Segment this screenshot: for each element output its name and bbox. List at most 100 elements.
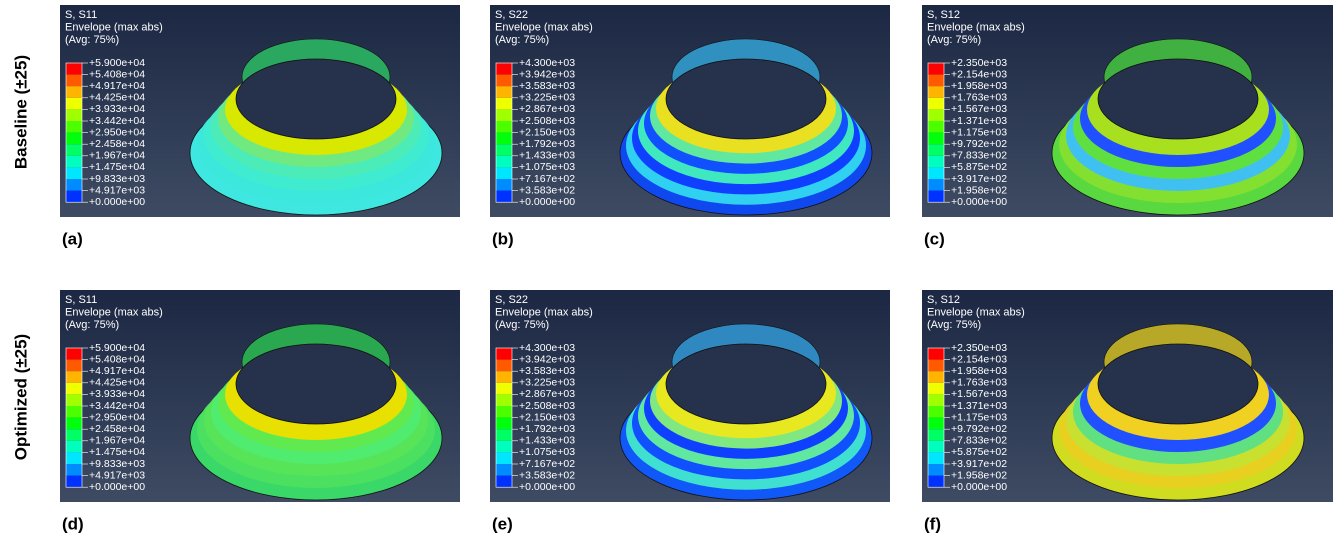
legend-label: +5.875e+02 [951, 161, 1007, 173]
panel-label: (e) [492, 514, 513, 533]
legend-band [496, 109, 512, 121]
legend-header: (Avg: 75%) [495, 319, 549, 331]
panel-label: (a) [62, 229, 83, 248]
legend-band [66, 348, 82, 360]
legend-label: +1.567e+03 [951, 388, 1007, 400]
legend-band [66, 97, 82, 110]
legend-label: +1.175e+03 [951, 411, 1007, 423]
legend-header: Envelope (max abs) [495, 306, 593, 318]
cone-hole [1097, 58, 1259, 140]
legend-label: +1.763e+03 [951, 92, 1007, 104]
legend-label: +2.950e+04 [89, 126, 145, 138]
legend-label: +3.583e+02 [519, 184, 575, 196]
legend-band [66, 371, 82, 383]
legend-label: +0.000e+00 [89, 481, 145, 493]
row-label: Baseline (±25) [11, 55, 30, 169]
legend-band [66, 132, 82, 145]
legend-label: +9.792e+02 [951, 423, 1007, 435]
legend-band [928, 371, 944, 383]
legend-band [66, 190, 82, 203]
legend-band [928, 179, 944, 191]
legend-band [928, 63, 944, 75]
legend-band [928, 440, 944, 453]
legend-label: +1.958e+03 [951, 80, 1007, 92]
legend-band [928, 144, 944, 156]
legend-header: (Avg: 75%) [927, 319, 981, 331]
legend-band [496, 144, 512, 156]
legend-band [496, 371, 512, 383]
panel-label: (b) [492, 229, 514, 248]
legend-label: +2.508e+03 [519, 115, 575, 127]
legend-header: Envelope (max abs) [65, 21, 163, 33]
legend-label: +2.150e+03 [519, 411, 575, 423]
legend-label: +2.350e+03 [951, 342, 1007, 354]
legend-band [66, 74, 82, 87]
legend-band [928, 394, 944, 406]
legend-label: +3.583e+03 [519, 80, 575, 92]
legend-band [66, 406, 82, 418]
legend-label: +4.917e+03 [89, 184, 145, 196]
legend-band [928, 132, 944, 145]
cone-hole [665, 343, 827, 425]
cone-hole [235, 343, 397, 425]
legend-band [66, 429, 82, 441]
legend-label: +9.833e+03 [89, 173, 145, 185]
legend-header: S, S12 [927, 294, 960, 306]
legend-band [928, 464, 944, 476]
legend-band [66, 109, 82, 121]
legend-band [496, 155, 512, 168]
legend-band [928, 382, 944, 395]
legend-label: +5.408e+04 [89, 68, 145, 80]
legend-header: S, S22 [495, 9, 528, 21]
legend-band [496, 417, 512, 430]
legend-band [66, 167, 82, 179]
legend-label: +9.833e+03 [89, 458, 145, 470]
legend-band [928, 74, 944, 87]
legend-band [66, 86, 82, 98]
legend-label: +1.792e+03 [519, 423, 575, 435]
legend-band [928, 348, 944, 360]
legend-band [496, 382, 512, 395]
legend-label: +7.833e+02 [951, 150, 1007, 162]
legend-band [66, 144, 82, 156]
legend-header: (Avg: 75%) [495, 34, 549, 46]
legend-label: +3.583e+02 [519, 469, 575, 481]
legend-band [928, 406, 944, 418]
legend-band [496, 63, 512, 75]
legend-band [66, 155, 82, 168]
legend-header: Envelope (max abs) [65, 306, 163, 318]
legend-label: +4.917e+04 [89, 365, 145, 377]
legend-label: +1.433e+03 [519, 150, 575, 162]
legend-band [496, 394, 512, 406]
legend-label: +1.967e+04 [89, 435, 145, 447]
legend-label: +1.075e+03 [519, 161, 575, 173]
cone-hole [235, 58, 397, 140]
legend-label: +3.225e+03 [519, 92, 575, 104]
legend-label: +0.000e+00 [519, 481, 575, 493]
legend-band [928, 109, 944, 121]
legend-label: +2.154e+03 [951, 68, 1007, 80]
legend-label: +3.933e+04 [89, 388, 145, 400]
legend-label: +1.371e+03 [951, 400, 1007, 412]
legend-band [496, 190, 512, 203]
legend-header: (Avg: 75%) [65, 319, 119, 331]
legend-header: S, S11 [65, 294, 97, 306]
legend-label: +1.958e+02 [951, 469, 1007, 481]
legend-band [928, 429, 944, 441]
legend-label: +4.425e+04 [89, 377, 145, 389]
legend-band [496, 475, 512, 488]
legend-label: +1.967e+04 [89, 150, 145, 162]
legend-label: +5.900e+04 [89, 342, 145, 354]
legend-band [496, 132, 512, 145]
legend-band [66, 464, 82, 476]
legend-label: +7.167e+02 [519, 458, 575, 470]
legend-band [66, 63, 82, 75]
legend-label: +2.867e+03 [519, 103, 575, 115]
legend-band [66, 382, 82, 395]
legend-band [928, 155, 944, 168]
row-label: Optimized (±25) [11, 334, 30, 460]
legend-label: +2.458e+04 [89, 423, 145, 435]
legend-band [496, 74, 512, 87]
legend-label: +4.917e+04 [89, 80, 145, 92]
